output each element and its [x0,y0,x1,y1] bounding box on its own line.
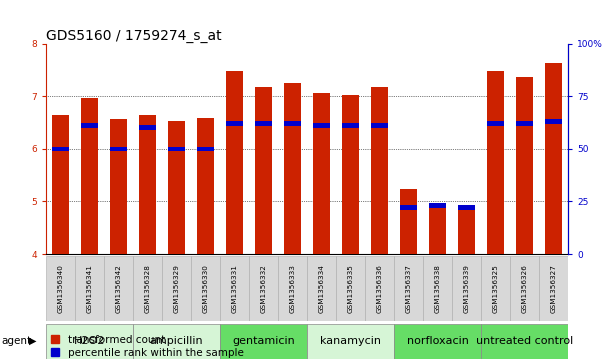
Bar [307,256,336,321]
Bar [429,203,446,208]
Text: GSM1356338: GSM1356338 [434,264,441,313]
Bar [371,123,389,128]
Bar [220,324,307,359]
Text: GSM1356333: GSM1356333 [290,264,296,313]
Bar [139,115,156,254]
Text: gentamicin: gentamicin [232,336,295,346]
Bar [481,256,510,321]
Bar [429,208,446,254]
Text: GSM1356342: GSM1356342 [115,264,122,313]
Bar [284,121,301,126]
Bar [249,256,278,321]
Text: untreated control: untreated control [476,336,573,346]
Bar [255,87,273,254]
Text: GSM1356330: GSM1356330 [202,264,208,313]
Text: GSM1356337: GSM1356337 [406,264,412,313]
Bar [307,324,394,359]
Bar [278,256,307,321]
Bar [191,256,220,321]
Bar [336,256,365,321]
Bar [481,324,568,359]
Bar [284,83,301,254]
Text: norfloxacin: norfloxacin [407,336,469,346]
Text: GSM1356335: GSM1356335 [348,264,354,313]
Bar [139,126,156,130]
Bar [423,256,452,321]
Text: GSM1356332: GSM1356332 [260,264,266,313]
Text: GSM1356325: GSM1356325 [492,264,499,313]
Bar [458,211,475,254]
Bar [133,324,220,359]
Text: ampicillin: ampicillin [150,336,203,346]
Bar [162,256,191,321]
Text: GSM1356339: GSM1356339 [464,264,470,313]
Bar [400,205,417,210]
Bar [167,147,185,151]
Bar [226,121,243,126]
Bar [400,189,417,254]
Bar [255,121,273,126]
Text: agent: agent [1,336,31,346]
Bar [487,72,504,254]
Bar [226,72,243,254]
Bar [51,147,69,151]
Text: GSM1356326: GSM1356326 [522,264,528,313]
Bar [110,119,127,254]
Bar [510,256,539,321]
Bar [342,95,359,254]
Text: GSM1356341: GSM1356341 [86,264,92,313]
Bar [133,256,162,321]
Bar [81,123,98,128]
Text: GSM1356334: GSM1356334 [318,264,324,313]
Bar [487,121,504,126]
Bar [342,123,359,128]
Bar [545,119,562,124]
Text: GSM1356328: GSM1356328 [144,264,150,313]
Bar [394,324,481,359]
Bar [516,121,533,126]
Text: ▶: ▶ [29,336,37,346]
Text: kanamycin: kanamycin [320,336,381,346]
Bar [458,205,475,210]
Bar [371,87,389,254]
Bar [540,256,568,321]
Bar [313,93,330,254]
Text: GSM1356327: GSM1356327 [551,264,557,313]
Bar [81,98,98,254]
Bar [452,256,481,321]
Bar [46,324,133,359]
Text: GSM1356329: GSM1356329 [174,264,180,313]
Bar [110,147,127,151]
Bar [75,256,104,321]
Text: H2O2: H2O2 [74,336,105,346]
Bar [516,77,533,254]
Bar [545,63,562,254]
Bar [104,256,133,321]
Bar [197,147,214,151]
Legend: transformed count, percentile rank within the sample: transformed count, percentile rank withi… [51,335,244,358]
Text: GSM1356336: GSM1356336 [376,264,382,313]
Text: GSM1356331: GSM1356331 [232,264,238,313]
Bar [51,115,69,254]
Bar [220,256,249,321]
Bar [167,122,185,254]
Bar [365,256,394,321]
Text: GDS5160 / 1759274_s_at: GDS5160 / 1759274_s_at [46,29,221,42]
Bar [46,256,75,321]
Text: GSM1356340: GSM1356340 [57,264,64,313]
Bar [313,123,330,128]
Bar [394,256,423,321]
Bar [197,118,214,254]
